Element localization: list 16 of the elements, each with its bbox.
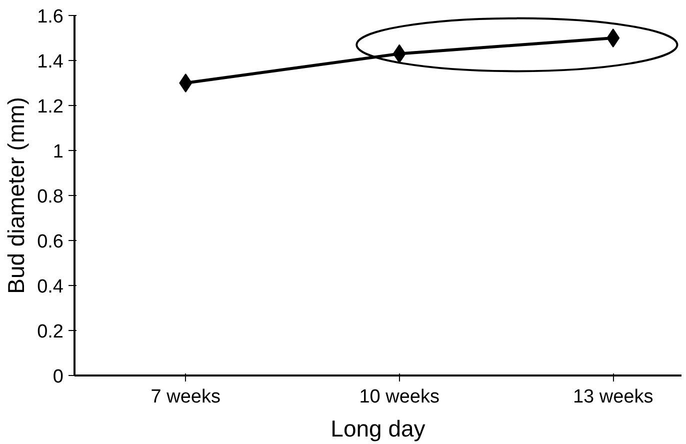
y-tick-label: 0.4 — [37, 276, 64, 298]
y-tick-label: 0 — [52, 366, 64, 388]
x-axis-title: Long day — [330, 416, 426, 442]
x-tick-label: 13 weeks — [572, 386, 654, 408]
y-tick-label: 1 — [52, 142, 64, 162]
x-tick-label: 7 weeks — [150, 386, 220, 408]
y-axis-title: Bud diameter (mm) — [3, 97, 30, 294]
y-tick-label: 1.2 — [37, 96, 64, 118]
y-tick-label: 0.6 — [37, 232, 64, 252]
y-tick-label: 1.4 — [37, 52, 64, 72]
y-tick-label: 0.2 — [37, 322, 64, 342]
y-tick-label: 0.8 — [37, 186, 64, 208]
point — [179, 74, 192, 92]
point — [606, 28, 620, 48]
x-tick-label: 10 weeks — [359, 386, 440, 408]
y-tick-label: 1.6 — [37, 6, 64, 28]
